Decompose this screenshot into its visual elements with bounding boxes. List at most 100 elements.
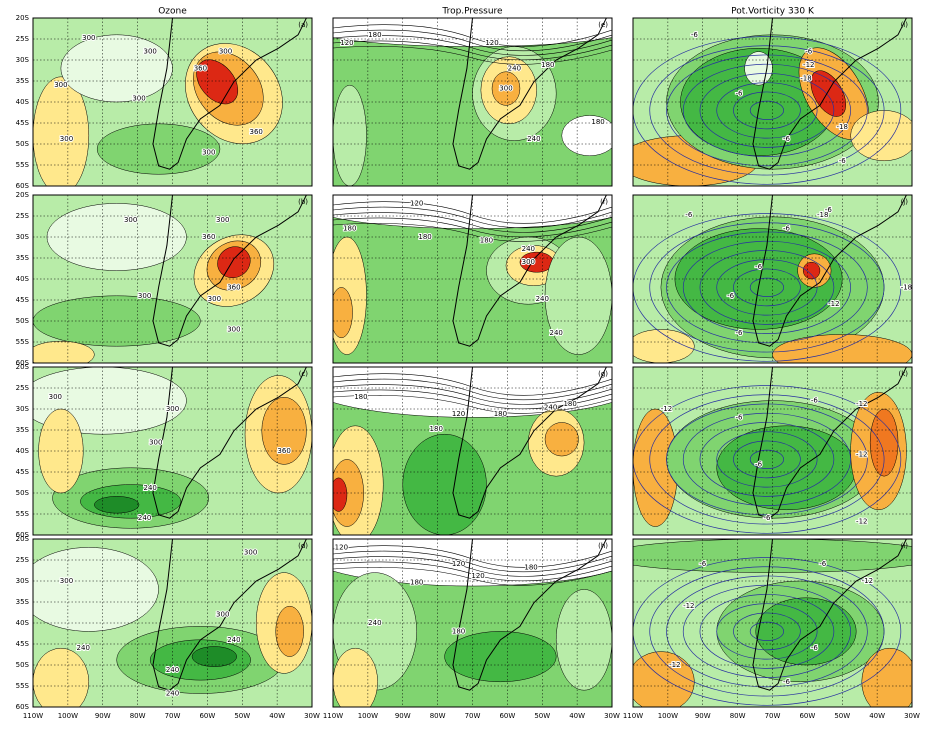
x-axis-label: 40W [569, 712, 585, 720]
pv-contour [649, 45, 885, 176]
coastline [752, 367, 907, 519]
contour-label: 240 [138, 514, 151, 522]
contour-label: 120 [471, 572, 484, 580]
contour-label: 360 [227, 283, 240, 291]
pv-contour [649, 566, 885, 697]
y-axis-label: 25S [16, 212, 30, 220]
panel-frame [32, 194, 313, 364]
contour-label: -12 [862, 577, 873, 585]
panel-letter: (j) [901, 198, 909, 206]
y-axis-label: 45S [16, 640, 30, 648]
panel-letter: (k) [898, 370, 908, 378]
x-axis-label: 90W [395, 712, 411, 720]
y-axis-label: 55S [16, 338, 30, 346]
y-axis-label: 50S [16, 489, 30, 497]
contour-region [850, 110, 912, 162]
pv-contour [633, 557, 902, 706]
x-axis-label: 100W [658, 712, 678, 720]
x-axis-label: 50W [534, 712, 550, 720]
contour-region [633, 651, 695, 707]
contour-label: 240 [227, 636, 240, 644]
contour-region [46, 203, 187, 271]
y-axis-label: 30S [16, 405, 30, 413]
column-title: Ozone [158, 7, 187, 17]
map-panel: (b) 300 300 360 300 300 360 300 [33, 195, 312, 363]
coastline [752, 18, 907, 170]
contour-label: 180 [563, 400, 576, 408]
pv-contour [666, 54, 868, 167]
y-axis-label: 20S [16, 363, 30, 371]
pressure-contour [333, 201, 612, 224]
contour-label: 300 [166, 405, 179, 413]
contour-label: -18 [837, 123, 848, 131]
panel-frame [32, 538, 313, 708]
map-panel: (c) 300 300 300 360 240 240 [33, 367, 312, 535]
contour-label: 300 [143, 48, 156, 56]
contour-label: -6 [839, 157, 847, 165]
pv-contour [633, 36, 902, 185]
contour-label: 300 [499, 85, 512, 93]
contour-label: -18 [901, 283, 912, 291]
contour-label: 300 [219, 48, 232, 56]
x-axis-label: 100W [358, 712, 378, 720]
contour-label: 180 [452, 627, 465, 635]
contour-region [261, 396, 307, 465]
map-panel: (e) 120 180 120 180 240 300 240 180 [333, 18, 612, 186]
column-title: Trop.Pressure [441, 7, 503, 17]
y-axis-label: 40S [16, 619, 30, 627]
contour-label: 300 [138, 292, 151, 300]
pv-contour [749, 449, 785, 469]
contour-label: -6 [755, 263, 763, 271]
contour-region [33, 295, 201, 347]
contour-label: 240 [368, 619, 381, 627]
contour-label: -18 [817, 211, 828, 219]
y-axis-label: 55S [16, 510, 30, 518]
panel-letter: (l) [901, 542, 909, 550]
contour-label: 240 [522, 245, 535, 253]
y-axis-label: 25S [16, 556, 30, 564]
x-axis-label: 60W [199, 712, 215, 720]
contour-label: -12 [661, 405, 672, 413]
contour-label: 300 [208, 295, 221, 303]
x-axis-label: 60W [499, 712, 515, 720]
pv-contour [699, 422, 835, 497]
y-axis-label: 45S [16, 468, 30, 476]
contour-label: 360 [277, 447, 290, 455]
pv-contour [633, 385, 902, 534]
contour-region [191, 646, 237, 667]
y-axis-label: 60S [16, 359, 30, 367]
coastline [152, 367, 307, 519]
pv-contour [733, 268, 801, 307]
x-axis-label: 110W [23, 712, 43, 720]
contour-label: 360 [202, 233, 215, 241]
pv-contour [716, 259, 818, 316]
coastline [152, 18, 307, 170]
contour-region [444, 631, 557, 683]
y-axis-label: 30S [16, 56, 30, 64]
contour-label: -6 [736, 90, 744, 98]
contour-region [60, 34, 173, 103]
contour-region [802, 261, 821, 280]
y-axis-label: 55S [16, 161, 30, 169]
pv-contour [749, 277, 785, 297]
x-axis-label: 70W [165, 712, 181, 720]
coastline [152, 539, 307, 691]
coastline [752, 195, 907, 347]
contour-label: 180 [430, 425, 443, 433]
x-axis-label: 90W [695, 712, 711, 720]
contour-label: -12 [683, 602, 694, 610]
contour-label: 120 [410, 199, 423, 207]
y-axis-label: 40S [16, 447, 30, 455]
contour-label: 300 [60, 135, 73, 143]
pressure-contour [333, 35, 612, 56]
contour-region [33, 547, 159, 632]
x-axis-label: 90W [95, 712, 111, 720]
pv-contour [699, 250, 835, 325]
x-axis-label: 60W [799, 712, 815, 720]
coastline [452, 367, 607, 519]
contour-label: 300 [216, 216, 229, 224]
contour-region [94, 496, 140, 514]
contour-label: 240 [536, 295, 549, 303]
contour-label: 240 [550, 329, 563, 337]
contour-label: 300 [60, 577, 73, 585]
